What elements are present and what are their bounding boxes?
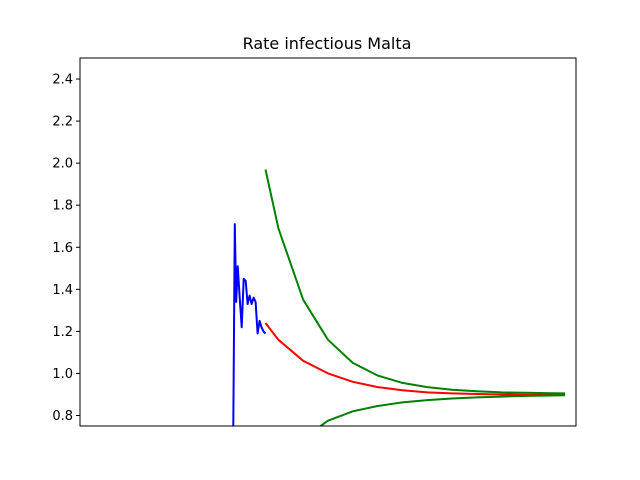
plot-frame bbox=[79, 57, 577, 427]
y-tick-label: 1.0 bbox=[52, 367, 73, 382]
y-tick-label: 1.2 bbox=[52, 325, 73, 340]
plot-area: 0.8 1.0 1.2 1.4 1.6 1.8 2.0 2.2 2.4 bbox=[52, 57, 577, 427]
y-tick-label: 1.8 bbox=[52, 199, 73, 214]
y-tick-label: 1.6 bbox=[52, 241, 73, 256]
series-line-3 bbox=[264, 169, 566, 395]
y-tick-label: 2.4 bbox=[52, 73, 73, 88]
y-tick-label: 2.0 bbox=[52, 157, 73, 172]
series-line-2 bbox=[264, 322, 566, 396]
y-tick-label: 0.8 bbox=[52, 409, 73, 424]
series-line-1 bbox=[232, 223, 267, 426]
chart-title: Rate infectious Malta bbox=[243, 34, 412, 53]
series-line-4 bbox=[320, 394, 566, 426]
y-tick-label: 2.2 bbox=[52, 115, 73, 130]
y-tick-label: 1.4 bbox=[52, 283, 73, 298]
